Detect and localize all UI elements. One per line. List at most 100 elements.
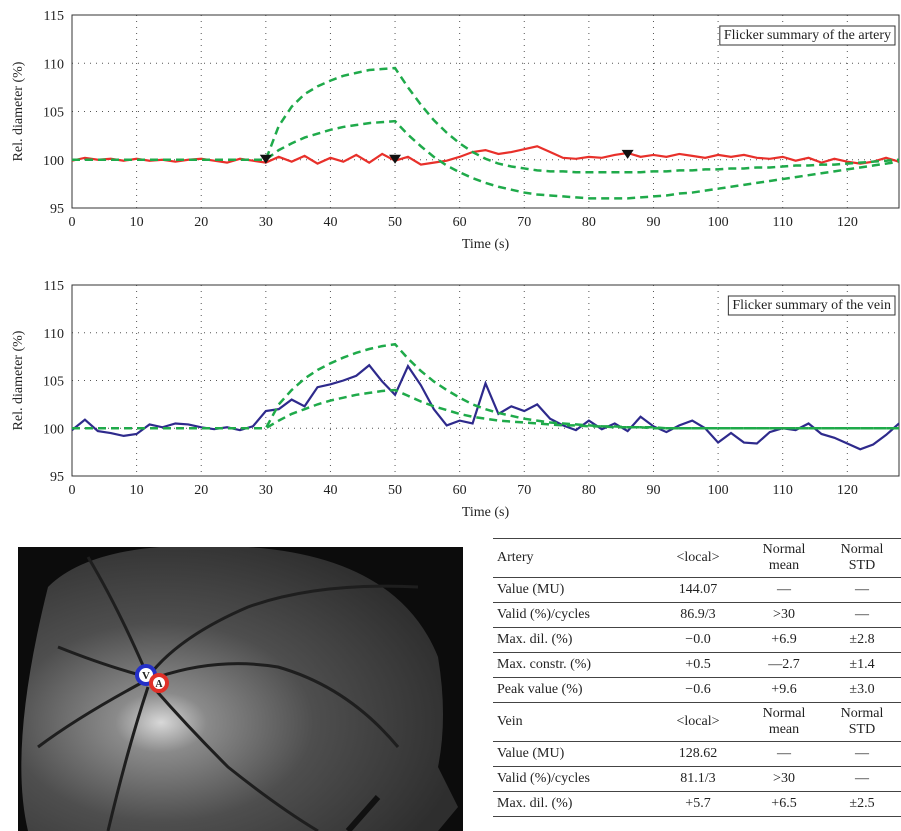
x-tick-label: 30 xyxy=(259,215,273,230)
x-tick-label: 70 xyxy=(517,215,531,230)
y-tick-label: 110 xyxy=(44,57,64,72)
table-row: Max. constr. (%) +0.5 —2.7 ±1.4 xyxy=(493,652,901,678)
x-tick-label: 110 xyxy=(772,483,792,498)
x-tick-label: 90 xyxy=(646,483,660,498)
table-cell: <local> xyxy=(651,702,745,742)
table-cell: Normal mean xyxy=(745,538,823,578)
table-cell: —2.7 xyxy=(745,652,823,678)
table-cell: — xyxy=(745,741,823,767)
x-tick-label: 100 xyxy=(708,215,729,230)
data-line xyxy=(71,145,900,166)
y-axis-label: Rel. diameter (%) xyxy=(11,61,26,161)
summary-table: Artery <local> Normal mean Normal STD Value … xyxy=(493,538,901,817)
table-cell: +6.9 xyxy=(745,627,823,653)
y-tick-label: 115 xyxy=(44,279,64,294)
fundus xyxy=(21,547,458,831)
x-tick-label: 40 xyxy=(323,483,337,498)
plot-frame xyxy=(71,284,900,477)
x-axis-label: Time (s) xyxy=(462,237,510,252)
table-header-row: Artery <local> Normal mean Normal STD xyxy=(493,538,901,578)
table-cell: −0.0 xyxy=(651,627,745,653)
y-tick-label: 95 xyxy=(50,202,64,217)
annotation: Flicker summary of the vein xyxy=(732,298,891,313)
x-tick-label: 20 xyxy=(194,215,208,230)
x-tick-label: 90 xyxy=(646,215,660,230)
x-tick-label: 30 xyxy=(259,483,273,498)
table-cell: +5.7 xyxy=(651,791,745,817)
table-cell: Valid (%)/cycles xyxy=(493,602,651,628)
table-cell: <local> xyxy=(651,538,745,578)
fundus-image: V A xyxy=(18,547,463,831)
table-cell: Max. dil. (%) xyxy=(493,627,651,653)
table-cell: Value (MU) xyxy=(493,577,651,603)
plot-frame xyxy=(71,14,900,209)
y-axis-label: Rel. diameter (%) xyxy=(11,330,26,430)
table-cell: Normal STD xyxy=(823,538,901,578)
table-cell: +9.6 xyxy=(745,677,823,703)
y-tick-label: 95 xyxy=(50,470,64,485)
vein-label: V xyxy=(142,670,150,682)
annotation: Flicker summary of the artery xyxy=(724,28,891,43)
marker xyxy=(621,149,634,159)
annotation-box xyxy=(719,25,896,46)
x-tick-label: 50 xyxy=(388,215,402,230)
x-tick-label: 60 xyxy=(453,215,467,230)
table-header-row: Vein <local> Normal mean Normal STD xyxy=(493,702,901,742)
table-cell: −0.6 xyxy=(651,677,745,703)
x-tick-label: 50 xyxy=(388,483,402,498)
x-tick-label: 110 xyxy=(772,215,792,230)
artery-marker xyxy=(149,673,169,693)
annotation-box xyxy=(727,295,896,316)
x-tick-label: 20 xyxy=(194,483,208,498)
table-cell: — xyxy=(745,577,823,603)
x-tick-label: 10 xyxy=(130,483,144,498)
x-tick-label: 40 xyxy=(323,215,337,230)
table-row: Valid (%)/cycles 81.1/3 >30— xyxy=(493,766,901,792)
table-cell: 86.9/3 xyxy=(651,602,745,628)
table-cell: Peak value (%) xyxy=(493,677,651,703)
dashed-line xyxy=(72,388,899,430)
x-tick-label: 0 xyxy=(69,483,76,498)
table-cell: Normal STD xyxy=(823,702,901,742)
x-tick-label: 0 xyxy=(69,215,76,230)
x-axis-label: Time (s) xyxy=(462,505,510,520)
marker xyxy=(389,154,402,164)
table-cell: Artery xyxy=(493,538,651,578)
table-cell: Value (MU) xyxy=(493,741,651,767)
table-cell: ±1.4 xyxy=(823,652,901,678)
table-cell: ±3.0 xyxy=(823,677,901,703)
x-tick-label: 120 xyxy=(837,483,858,498)
table-cell: +6.5 xyxy=(745,791,823,817)
table-cell: 81.1/3 xyxy=(651,766,745,792)
table-cell: +0.5 xyxy=(651,652,745,678)
y-tick-label: 100 xyxy=(43,422,64,437)
table-row: Value (MU) 128.62— — xyxy=(493,741,901,767)
table-cell: — xyxy=(823,741,901,767)
x-tick-label: 80 xyxy=(582,215,596,230)
x-tick-label: 60 xyxy=(453,483,467,498)
table-cell: — xyxy=(823,577,901,603)
table-row: Value (MU) 144.07— — xyxy=(493,577,901,603)
x-tick-label: 10 xyxy=(130,215,144,230)
y-tick-label: 100 xyxy=(43,154,64,169)
table-cell: — xyxy=(823,602,901,628)
marker xyxy=(259,154,272,164)
table-row: Max. dil. (%) −0.0 +6.9 ±2.8 xyxy=(493,627,901,653)
table-row: Peak value (%) −0.6 +9.6 ±3.0 xyxy=(493,677,901,703)
table-cell: >30 xyxy=(745,766,823,792)
table-cell: ±2.8 xyxy=(823,627,901,653)
table-row: Max. dil. (%) +5.7 +6.5 ±2.5 xyxy=(493,791,901,817)
table-cell: 128.62 xyxy=(651,741,745,767)
table-cell: Max. constr. (%) xyxy=(493,652,651,678)
table-cell: >30 xyxy=(745,602,823,628)
table-cell: Max. dil. (%) xyxy=(493,791,651,817)
table-cell: ±2.5 xyxy=(823,791,901,817)
data-line xyxy=(71,363,900,451)
x-tick-label: 70 xyxy=(517,483,531,498)
x-tick-label: 80 xyxy=(582,483,596,498)
artery-label: A xyxy=(155,679,163,690)
x-tick-label: 100 xyxy=(708,483,729,498)
y-tick-label: 110 xyxy=(44,327,64,342)
